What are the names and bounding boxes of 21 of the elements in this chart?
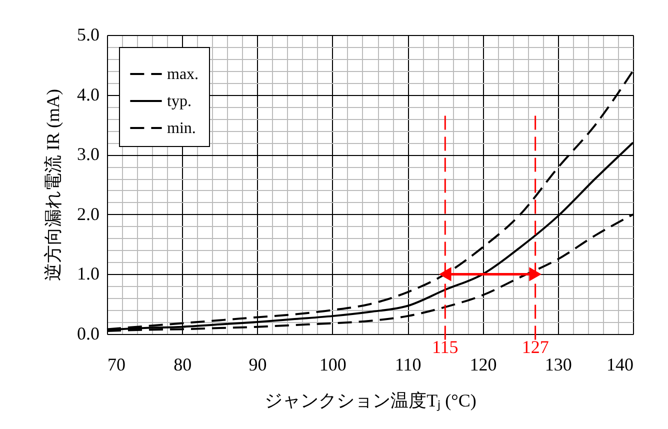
- x-tick-label: 140: [606, 354, 634, 374]
- y-tick-label: 3.0: [77, 144, 100, 164]
- y-tick-label: 2.0: [77, 204, 100, 224]
- x-tick-label: 70: [108, 354, 126, 374]
- y-tick-label: 0.0: [77, 324, 100, 344]
- legend-label: max.: [167, 66, 199, 83]
- y-tick-label: 5.0: [77, 24, 100, 44]
- y-tick-label: 1.0: [77, 264, 100, 284]
- y-axis-title: 逆方向漏れ電流 IR (mA): [43, 89, 63, 281]
- ref-line-label: 115: [432, 337, 458, 357]
- legend-label: typ.: [167, 93, 192, 110]
- x-tick-label: 110: [394, 354, 422, 374]
- x-axis-title: ジャンクション温度Tⱼ (°C): [264, 390, 476, 412]
- x-tick-label: 100: [319, 354, 346, 374]
- x-tick-label: 120: [470, 354, 497, 374]
- x-tick-label: 130: [544, 354, 572, 374]
- ref-line-label: 127: [522, 337, 549, 357]
- y-tick-label: 4.0: [77, 84, 100, 104]
- x-tick-label: 80: [174, 354, 192, 374]
- legend-label: min.: [167, 120, 196, 137]
- x-tick-label: 90: [248, 354, 267, 374]
